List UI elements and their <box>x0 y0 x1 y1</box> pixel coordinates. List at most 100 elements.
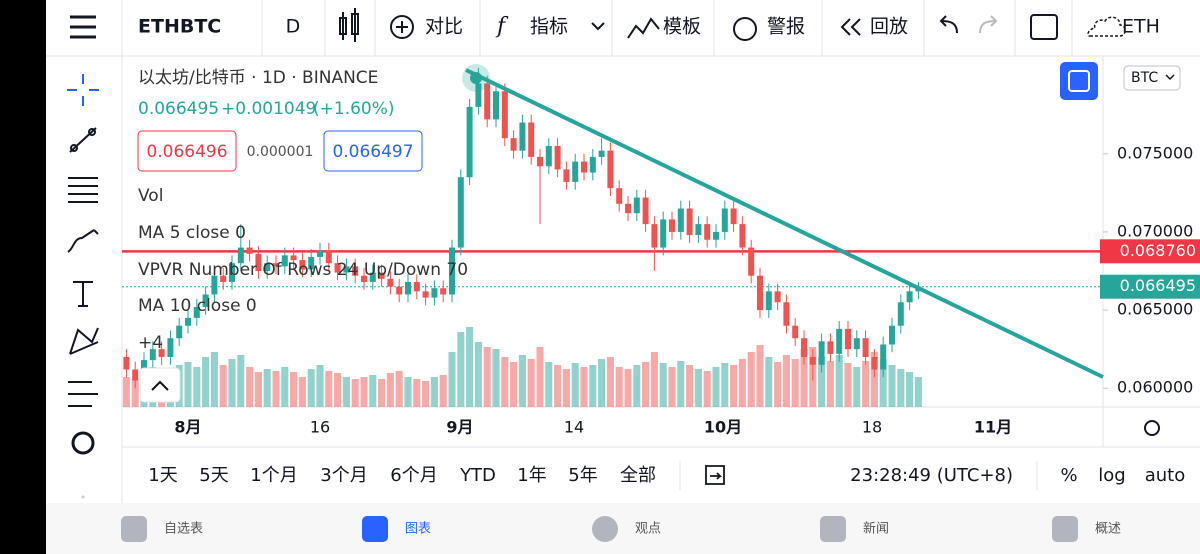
candle-body <box>545 145 552 167</box>
more-tools[interactable] <box>81 495 85 499</box>
prediction-tool[interactable] <box>68 381 98 407</box>
nav-label[interactable]: 概述 <box>1095 522 1121 537</box>
range-button[interactable]: 6个月 <box>390 465 437 486</box>
range-button[interactable]: 1天 <box>148 465 177 486</box>
candle-body <box>563 169 570 182</box>
volume-bar <box>668 367 676 407</box>
bid[interactable]: 0.066496 <box>146 142 227 162</box>
volume-bar <box>694 369 702 407</box>
nav-icon[interactable] <box>362 516 388 542</box>
range-button[interactable]: 全部 <box>620 465 656 486</box>
nav-label[interactable]: 观点 <box>635 522 661 537</box>
compare[interactable]: 对比 <box>425 16 463 38</box>
log-toggle[interactable]: log <box>1098 465 1125 486</box>
currency-select[interactable] <box>1123 65 1181 91</box>
collapse-legend[interactable] <box>139 367 181 403</box>
nav-icon[interactable] <box>820 516 846 542</box>
undo[interactable] <box>939 15 958 34</box>
candle-body <box>792 325 799 339</box>
volume-bar <box>650 352 658 407</box>
range-button[interactable]: YTD <box>459 465 496 486</box>
volume-bar <box>554 365 562 407</box>
candle-body <box>686 208 693 236</box>
volume-bar <box>580 367 588 407</box>
x-tick-label: 9月 <box>446 418 473 437</box>
indicator-label[interactable]: MA 5 close 0 <box>138 223 246 243</box>
indicator-label[interactable]: MA 10 close 0 <box>138 296 257 316</box>
volume-bar <box>430 377 438 407</box>
pattern-tool[interactable] <box>69 327 99 355</box>
nav-label[interactable]: 自选表 <box>164 522 203 537</box>
symbol[interactable]: ETHBTC <box>138 16 221 38</box>
candle-body <box>378 272 385 279</box>
interval[interactable]: D <box>286 16 301 38</box>
buy-button[interactable] <box>323 130 423 172</box>
volume-bar <box>413 379 421 407</box>
trend-handle[interactable] <box>470 72 482 84</box>
candle-body <box>193 306 200 318</box>
candle-body <box>774 291 781 303</box>
nav-icon[interactable] <box>121 516 147 542</box>
range-button[interactable]: 5年 <box>568 465 597 486</box>
indicator-label[interactable]: VPVR Number Of Rows 24 Up/Down 70 <box>138 260 468 280</box>
candle-body <box>431 288 438 298</box>
candle-body <box>801 338 807 357</box>
candle-body <box>317 250 323 257</box>
dropdown-arrow[interactable] <box>591 22 605 31</box>
menu-icon[interactable] <box>70 15 96 39</box>
nav-label[interactable]: 图表 <box>405 522 431 537</box>
range-button[interactable]: 1年 <box>517 465 546 486</box>
candle-body <box>237 247 244 264</box>
layout-button[interactable] <box>1030 14 1058 40</box>
volume-bar <box>422 381 430 407</box>
nav-tabs: 自选表 图表 观点 新闻 概述 <box>121 516 1121 542</box>
range-button[interactable]: 3个月 <box>320 465 367 486</box>
nav-label[interactable]: 新闻 <box>863 521 889 537</box>
compare-icon[interactable] <box>390 15 414 39</box>
indicators[interactable]: 指标 <box>530 16 568 38</box>
shape-tool[interactable] <box>71 431 95 455</box>
trend-tool[interactable] <box>69 127 97 153</box>
ask[interactable]: 0.066497 <box>332 142 413 162</box>
nav-icon[interactable] <box>592 516 618 542</box>
volume-bar <box>378 379 386 407</box>
candle-body <box>633 197 640 214</box>
volume-bar <box>642 362 650 407</box>
percent-toggle[interactable]: % <box>1060 465 1077 486</box>
candle-body <box>246 247 253 254</box>
candle-body <box>660 219 667 248</box>
candle-body <box>413 281 420 292</box>
text-tool[interactable] <box>73 281 93 307</box>
redo[interactable] <box>979 15 998 34</box>
volume-bar <box>826 361 834 407</box>
candle-body <box>713 231 719 240</box>
volume-bar <box>325 371 333 407</box>
fullscreen-button[interactable] <box>1060 62 1098 100</box>
range-button[interactable]: 1个月 <box>250 465 297 486</box>
brush-tool[interactable] <box>67 229 99 253</box>
trend-line-drawing[interactable] <box>465 68 1104 379</box>
indicator-label[interactable]: +4 <box>138 333 163 353</box>
fib-tool[interactable] <box>68 177 98 203</box>
chart-type-icon[interactable] <box>339 8 359 42</box>
replay[interactable]: 回放 <box>870 16 908 38</box>
volume-bar <box>738 359 746 407</box>
templates-icon <box>627 17 660 39</box>
account[interactable]: ETH <box>1122 16 1160 38</box>
settings-icon[interactable] <box>1144 420 1160 436</box>
candle-body <box>405 281 411 295</box>
goto-date-icon[interactable] <box>705 465 725 485</box>
range-button[interactable]: 5天 <box>199 465 228 486</box>
alerts[interactable]: 警报 <box>767 16 805 38</box>
candle-body <box>475 83 482 107</box>
currency[interactable]: BTC <box>1131 70 1158 86</box>
sell-button[interactable] <box>137 130 237 172</box>
candle-body <box>290 255 297 261</box>
auto-toggle[interactable]: auto <box>1145 465 1186 486</box>
volume-bar <box>879 359 887 407</box>
indicator-label[interactable]: Vol <box>138 186 163 206</box>
nav-icon[interactable] <box>1052 516 1078 542</box>
candle-body <box>827 341 834 354</box>
crosshair-tool[interactable] <box>67 74 99 106</box>
templates[interactable]: 模板 <box>663 16 701 38</box>
